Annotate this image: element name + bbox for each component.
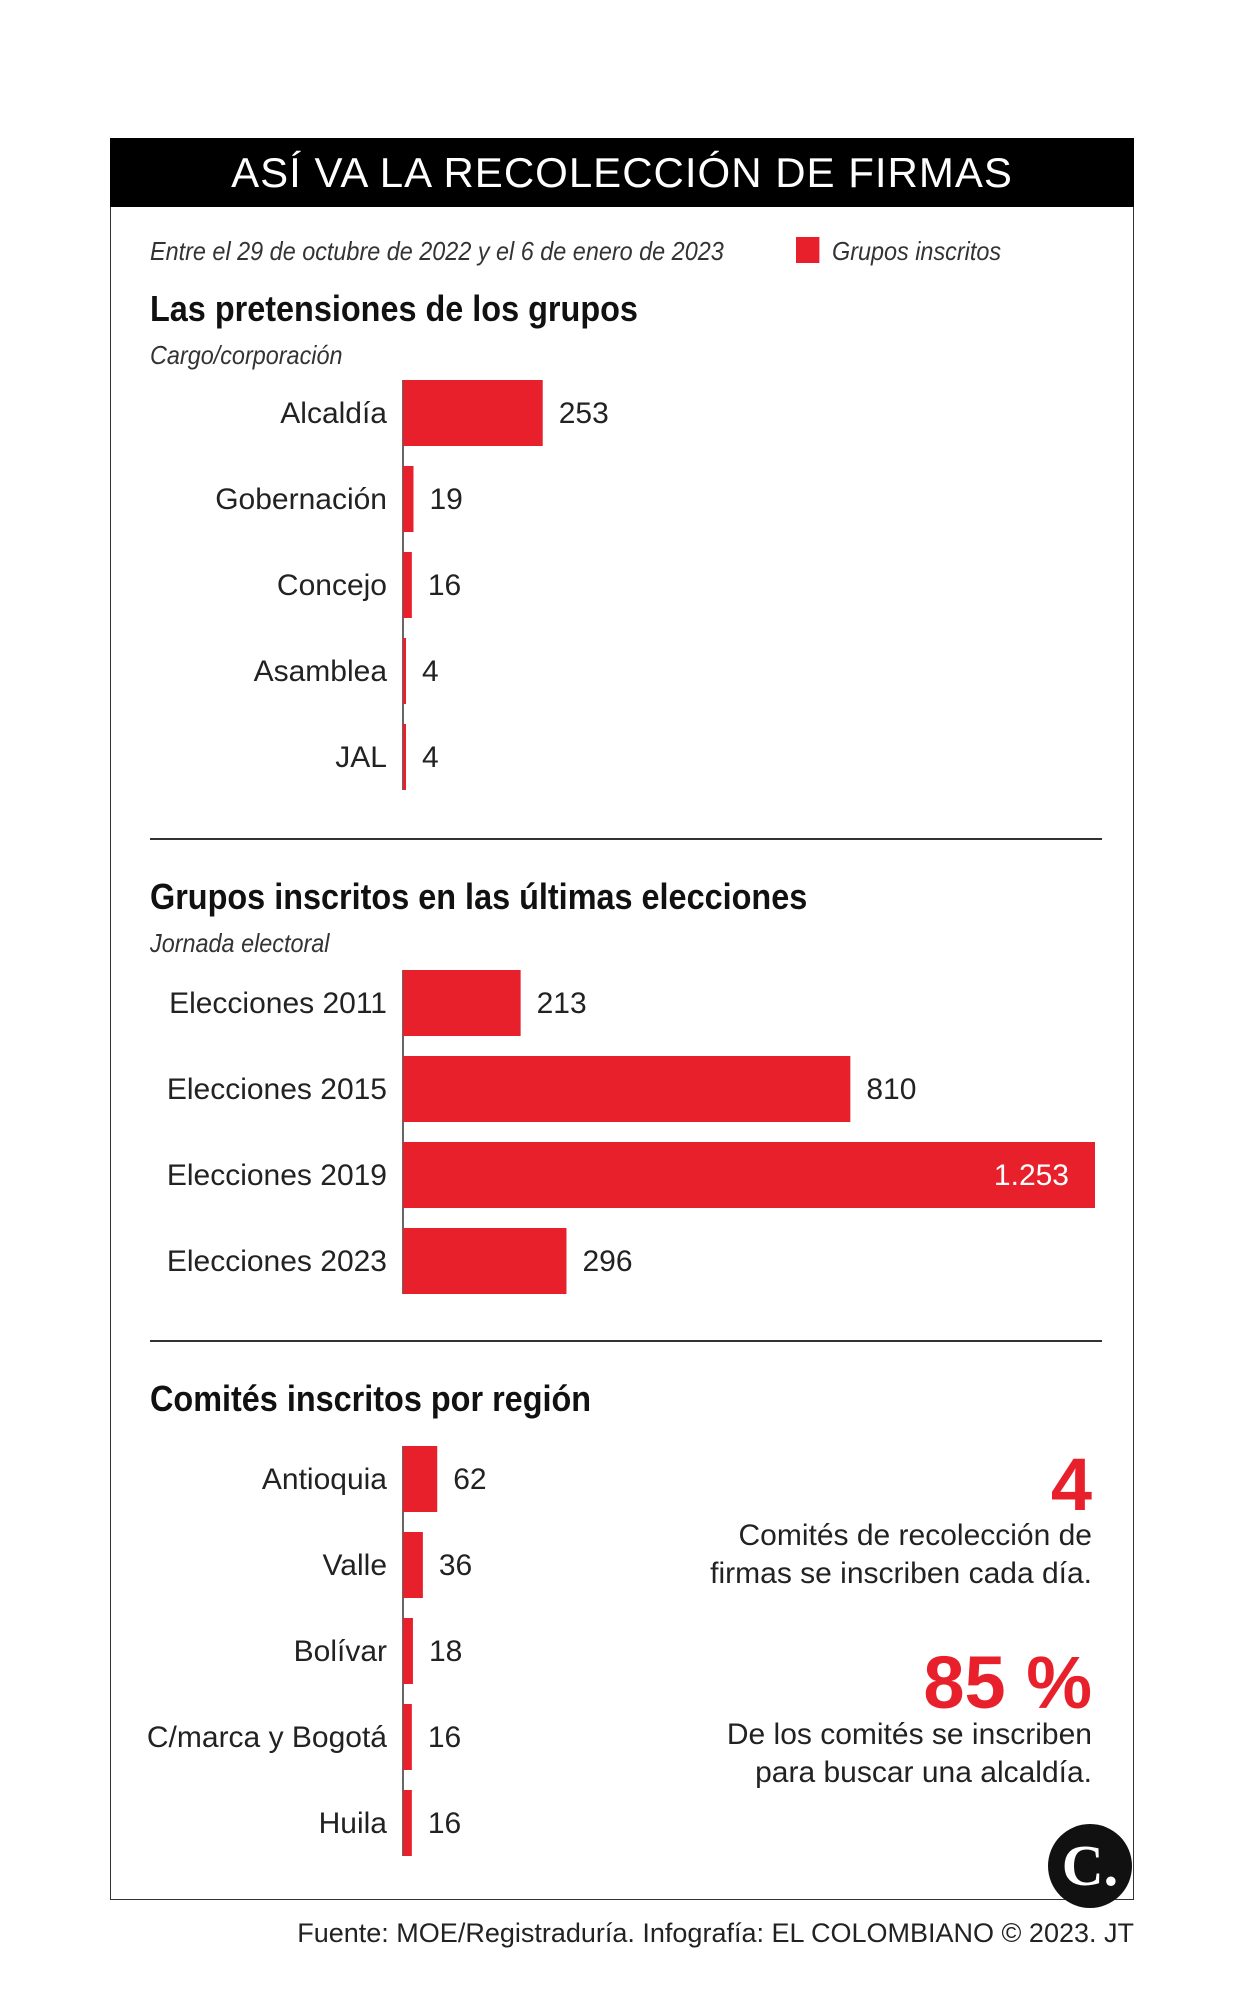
value-label: 296: [582, 1245, 632, 1278]
bar: [403, 1704, 412, 1770]
category-label: JAL: [335, 741, 387, 774]
legend: Grupos inscritos: [796, 236, 1001, 267]
chart-pretensiones: Alcaldía 253 Gobernación 19 Concejo 16 Asamble…: [215, 380, 609, 790]
bar: [403, 724, 406, 790]
section-title-regiones: Comités inscritos por región: [150, 1378, 592, 1419]
section-subtitle-elecciones: Jornada electoral: [150, 928, 330, 958]
divider: [150, 1340, 1102, 1342]
bar: [403, 466, 414, 532]
bar: [403, 1446, 438, 1512]
bar: [403, 552, 412, 618]
bar: [403, 970, 521, 1036]
header-title: ASÍ VA LA RECOLECCIÓN DE FIRMAS: [110, 138, 1134, 207]
value-label: 810: [866, 1073, 916, 1106]
value-label: 1.253: [994, 1159, 1069, 1192]
stat-value-percent: 85 %: [923, 1641, 1092, 1724]
category-label: Elecciones 2015: [167, 1073, 387, 1106]
section-title-pretensiones: Las pretensiones de los grupos: [150, 288, 638, 329]
value-label: 16: [428, 1721, 461, 1754]
value-label: 19: [429, 483, 462, 516]
value-label: 4: [422, 741, 439, 774]
category-label: Elecciones 2023: [167, 1245, 387, 1278]
section-subtitle-pretensiones: Cargo/corporación: [150, 340, 343, 370]
source-credit: Fuente: MOE/Registraduría. Infografía: E…: [297, 1918, 1134, 1948]
category-label: Elecciones 2011: [169, 987, 387, 1020]
category-label: Alcaldía: [280, 397, 387, 430]
chart-regiones: Antioquia 62 Valle 36 Bolívar 18 C/marca y Bog…: [147, 1446, 487, 1856]
stat-value-daily: 4: [1050, 1443, 1092, 1526]
divider: [150, 838, 1102, 840]
category-label: Asamblea: [254, 655, 388, 688]
value-label: 62: [453, 1463, 486, 1496]
bar: [403, 1142, 1095, 1208]
chart-elecciones: Elecciones 2011 213 Elecciones 2015 810 Elec…: [167, 970, 1095, 1294]
value-label: 16: [428, 569, 461, 602]
category-label: Valle: [323, 1549, 387, 1582]
infographic-frame: [110, 138, 1134, 1900]
legend-label: Grupos inscritos: [832, 236, 1002, 266]
category-label: Bolívar: [294, 1635, 387, 1668]
category-label: Concejo: [277, 569, 387, 602]
bar: [403, 1618, 413, 1684]
bar: [403, 380, 543, 446]
legend-swatch: [796, 237, 820, 263]
stat-text-percent: De los comités se inscriben para buscar …: [726, 1718, 1092, 1789]
value-label: 253: [559, 397, 609, 430]
category-label: Huila: [319, 1807, 388, 1840]
category-label: C/marca y Bogotá: [147, 1721, 387, 1754]
bar: [403, 1532, 423, 1598]
section-title-elecciones: Grupos inscritos en las últimas eleccion…: [150, 876, 808, 917]
bar: [403, 1790, 412, 1856]
stat-text-daily: Comités de recolección de firmas se insc…: [710, 1519, 1092, 1590]
category-label: Antioquia: [262, 1463, 387, 1496]
value-label: 16: [428, 1807, 461, 1840]
date-range-subtitle: Entre el 29 de octubre de 2022 y el 6 de…: [150, 236, 724, 266]
bar: [403, 1228, 567, 1294]
el-colombiano-logo: C.: [1048, 1824, 1132, 1908]
value-label: 18: [429, 1635, 462, 1668]
bar: [403, 638, 406, 704]
category-label: Elecciones 2019: [167, 1159, 387, 1192]
category-label: Gobernación: [215, 483, 387, 516]
value-label: 36: [439, 1549, 472, 1582]
value-label: 4: [422, 655, 439, 688]
bar: [403, 1056, 851, 1122]
value-label: 213: [537, 987, 587, 1020]
